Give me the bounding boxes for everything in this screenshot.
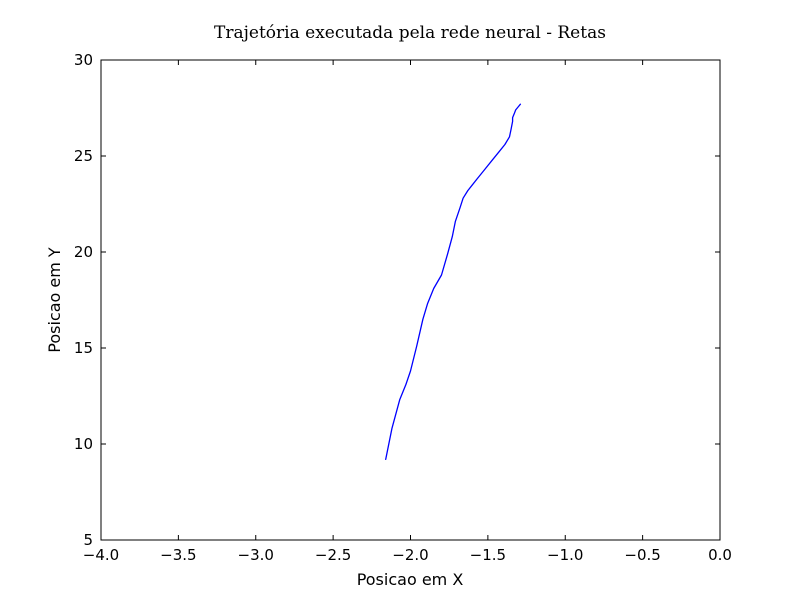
x-tick-label: −1.5 [470, 546, 506, 564]
y-tick-label: 15 [74, 339, 93, 357]
x-axis-ticks: −4.0 −3.5 −3.0 −2.5 −2.0 −1.5 −1.0 −0.5 0.0 [83, 60, 732, 564]
y-axis-ticks: 5 10 15 20 25 30 [74, 51, 720, 549]
x-tick-label: −0.5 [624, 546, 660, 564]
y-tick-label: 25 [74, 147, 93, 165]
series-layer [385, 103, 522, 461]
y-tick-label: 5 [83, 531, 93, 549]
x-tick-label: −4.0 [83, 546, 119, 564]
chart-title: Trajetória executada pela rede neural - … [214, 23, 606, 43]
y-tick-label: 10 [74, 435, 93, 453]
x-tick-label: 0.0 [708, 546, 732, 564]
series-line [385, 103, 522, 461]
y-axis-label: Posicao em Y [45, 247, 64, 353]
x-tick-label: −2.0 [392, 546, 428, 564]
x-tick-label: −2.5 [315, 546, 351, 564]
y-tick-label: 20 [74, 243, 93, 261]
plot-frame [100, 59, 721, 541]
x-axis-label: Posicao em X [357, 570, 464, 589]
x-tick-label: −3.0 [238, 546, 274, 564]
x-tick-label: −1.0 [547, 546, 583, 564]
x-tick-label: −3.5 [160, 546, 196, 564]
y-tick-label: 30 [74, 51, 93, 69]
